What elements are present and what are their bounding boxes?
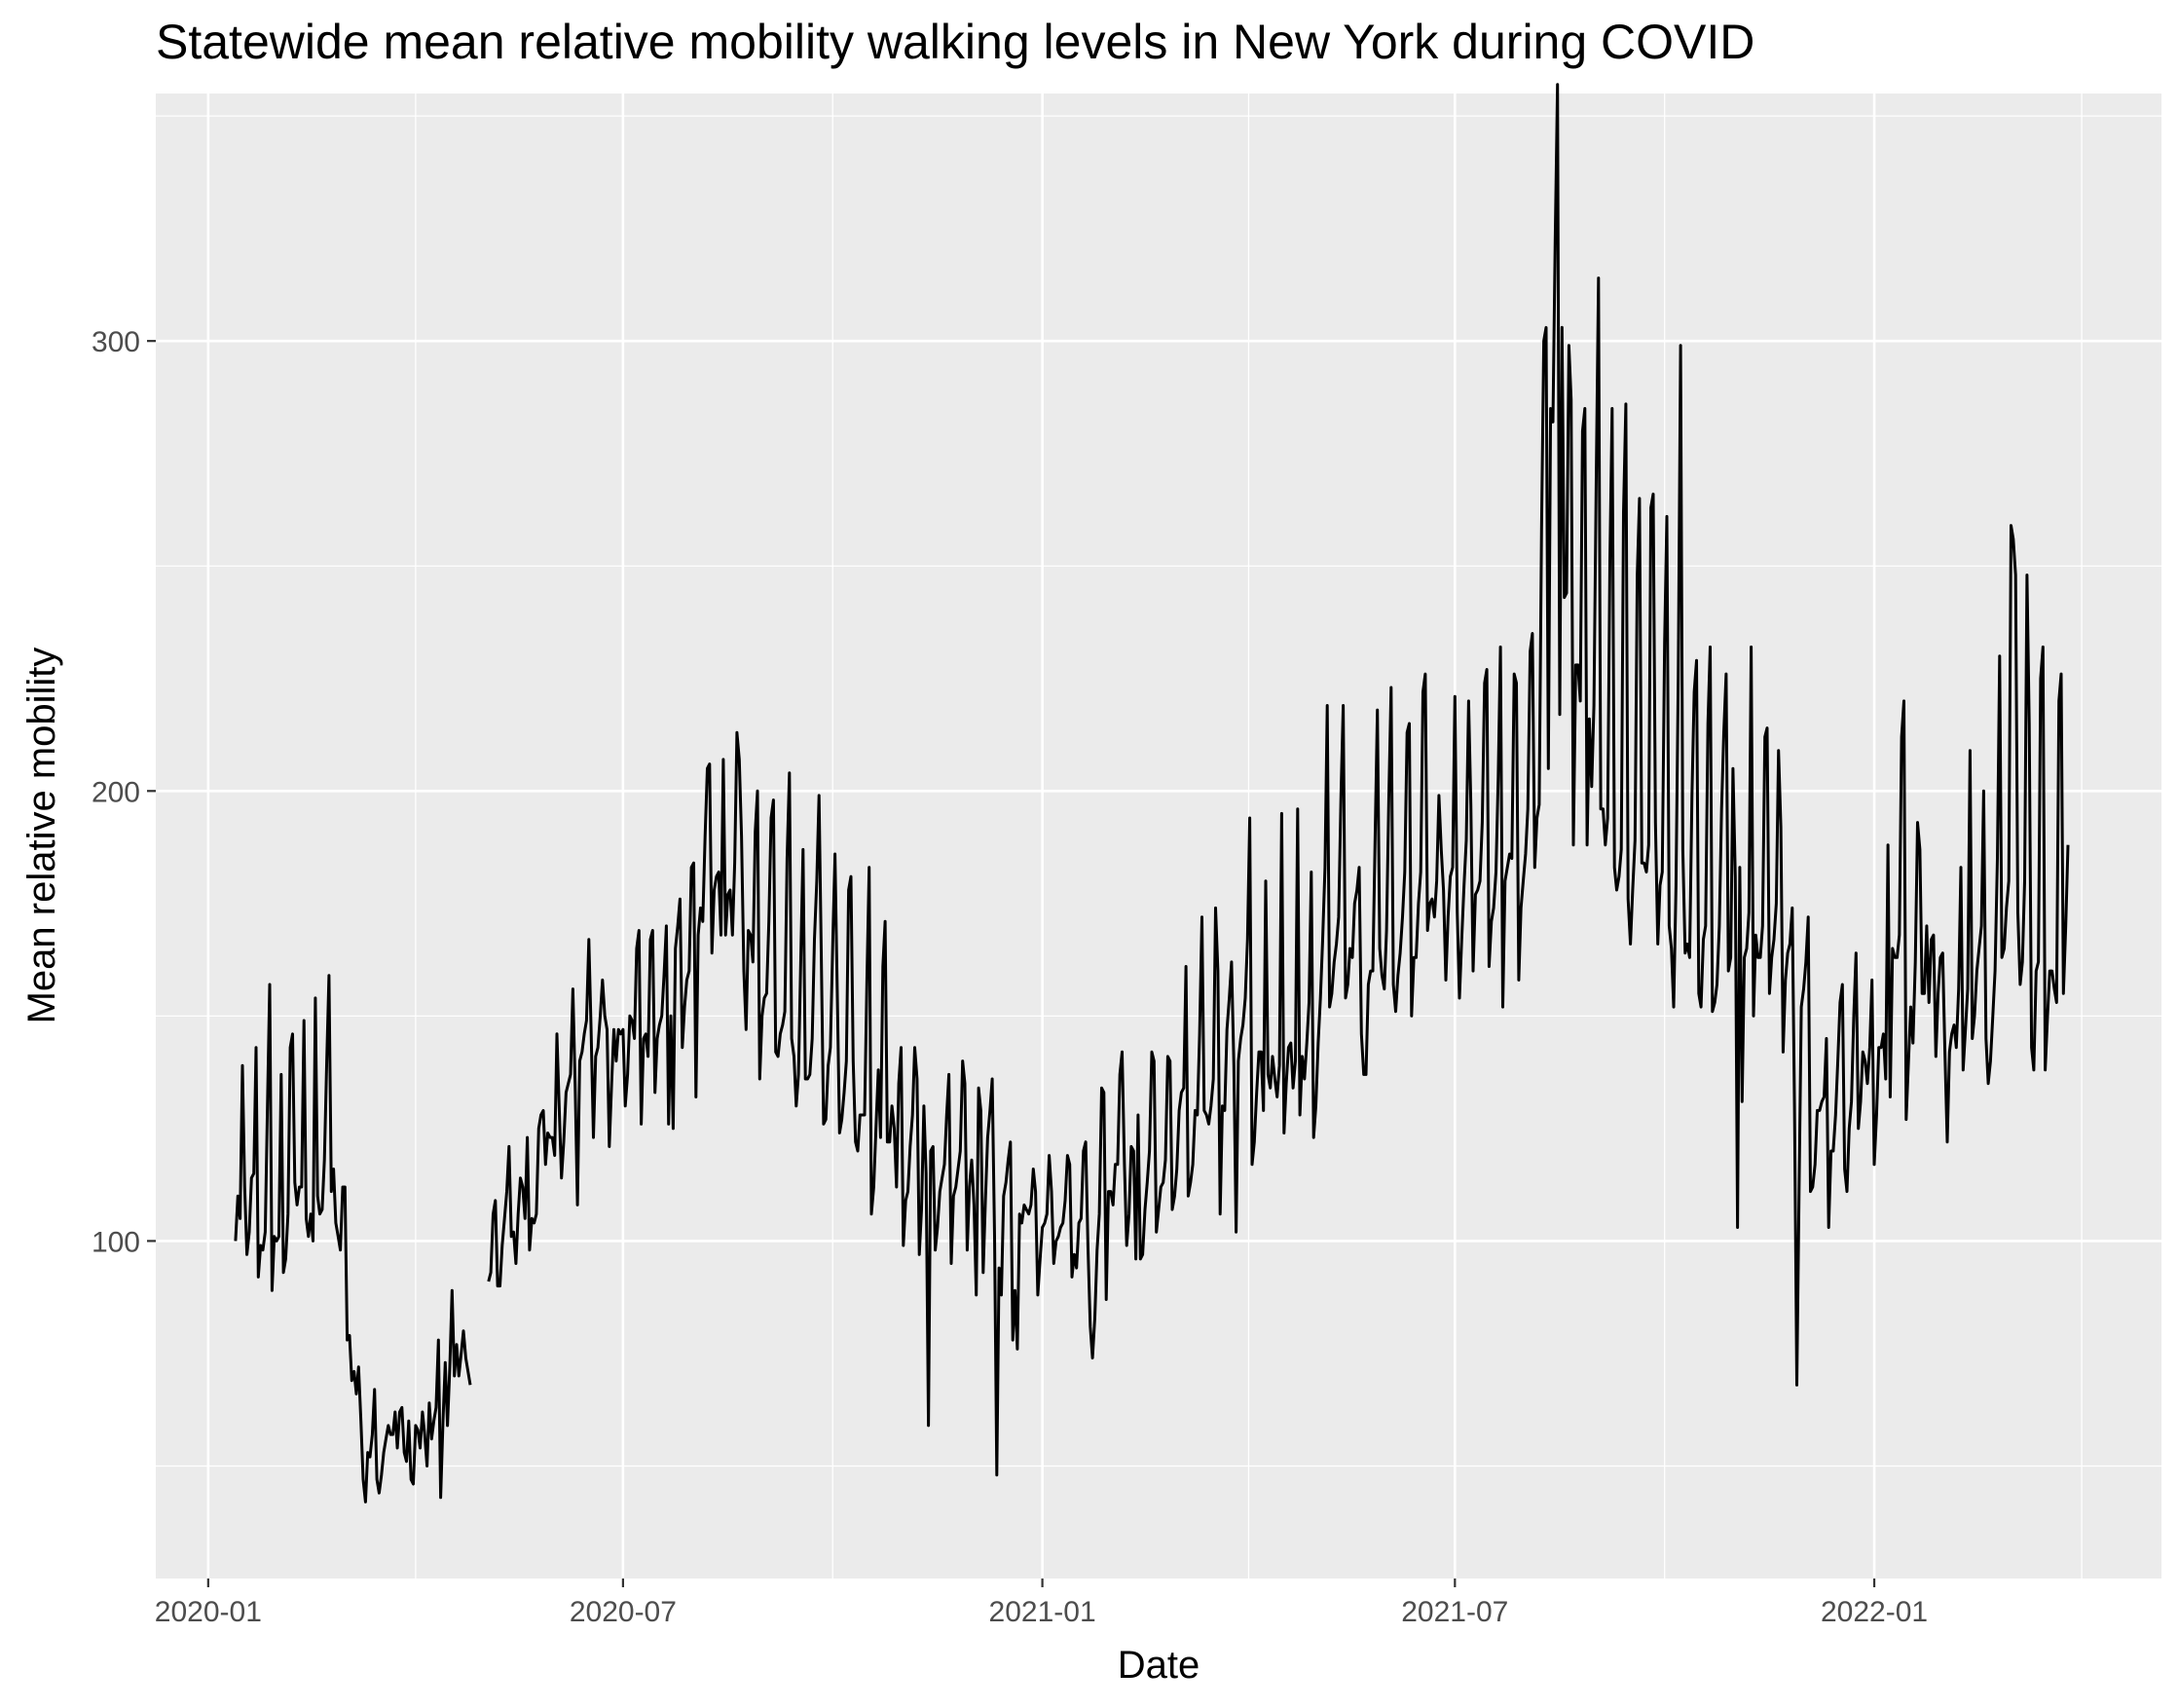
x-tick-label: 2022-01 [1821,1596,1928,1628]
x-axis: 2020-01 2020-07 2021-01 2021-07 2022-01 [155,1578,1928,1628]
x-tick-label: 2020-07 [570,1596,677,1628]
y-axis-title: Mean relative mobility [20,648,63,1024]
y-axis: 100 200 300 [92,326,156,1258]
chart-title: Statewide mean relative mobility walking… [156,15,1754,69]
series-line [234,83,2070,1504]
y-tick-label: 100 [92,1226,140,1258]
x-tick-label: 2020-01 [155,1596,262,1628]
y-tick-label: 200 [92,776,140,808]
x-tick-label: 2021-07 [1401,1596,1508,1628]
y-tick-label: 300 [92,326,140,358]
series-layer [234,83,2070,1504]
x-axis-title: Date [1118,1644,1200,1687]
major-gridlines [156,93,2161,1578]
x-tick-label: 2021-01 [989,1596,1096,1628]
